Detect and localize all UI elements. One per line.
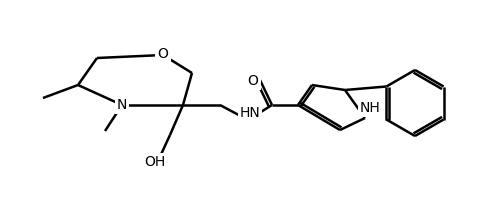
Text: OH: OH (144, 155, 166, 169)
Text: HN: HN (240, 106, 260, 120)
Text: NH: NH (360, 101, 380, 115)
Text: O: O (248, 74, 258, 88)
Text: N: N (117, 98, 127, 112)
Text: O: O (158, 47, 168, 61)
